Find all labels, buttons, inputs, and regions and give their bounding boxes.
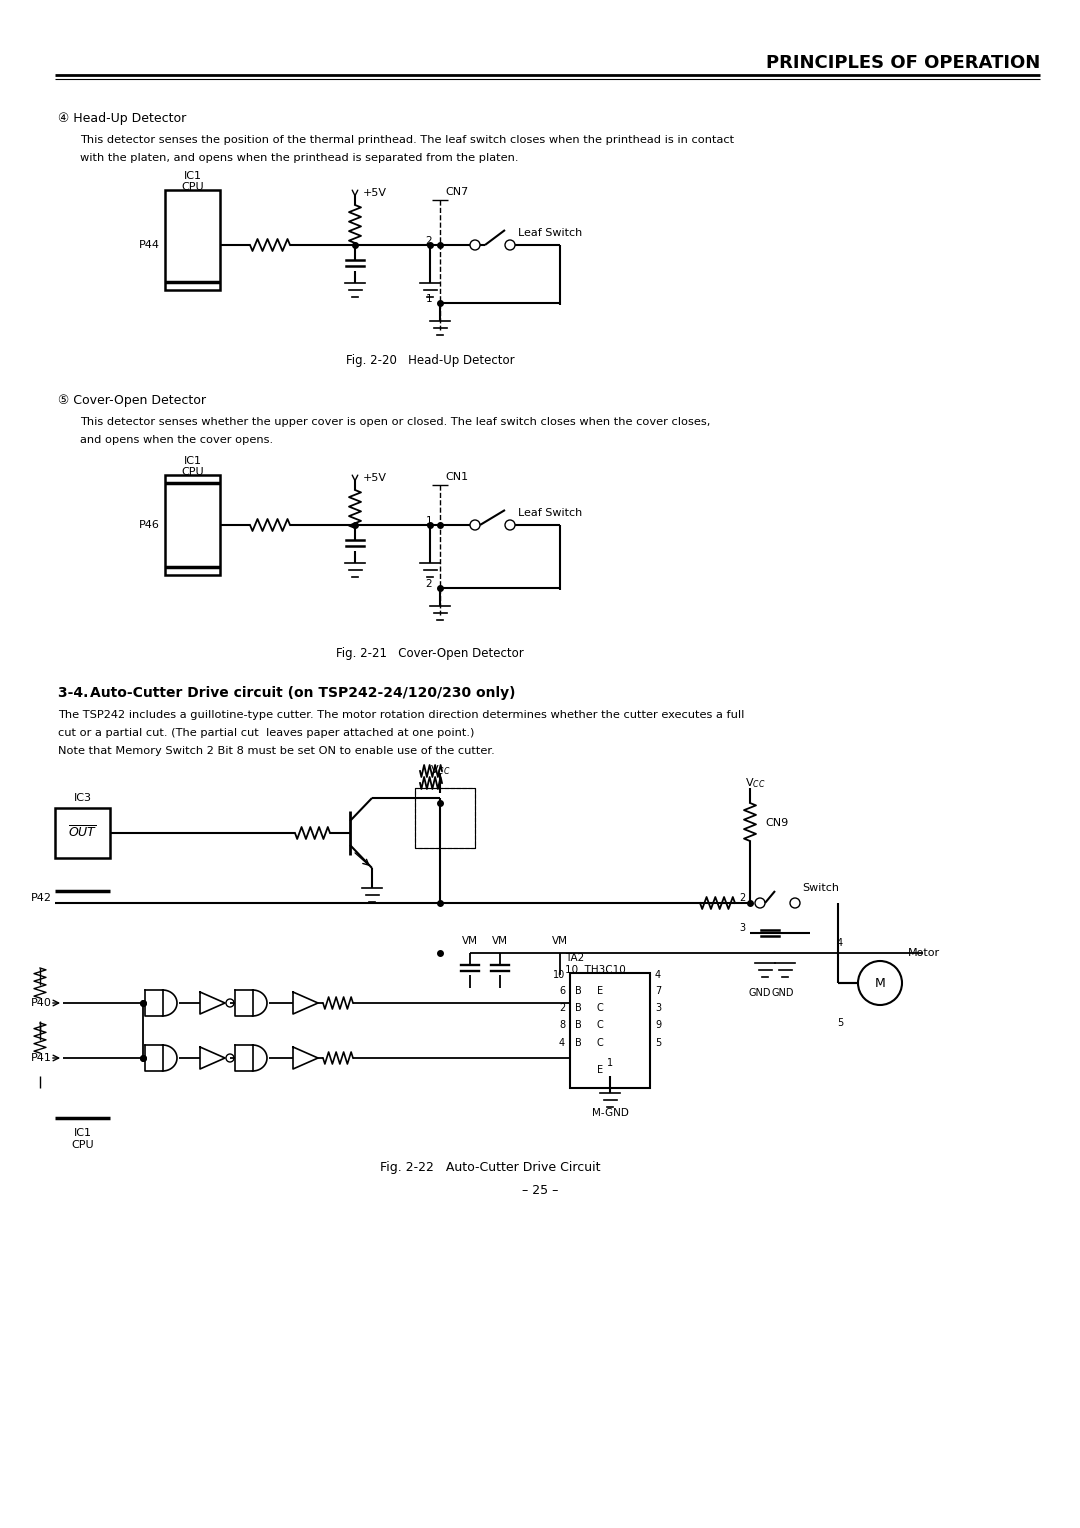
Text: $\overline{OUT}$: $\overline{OUT}$ [68, 825, 97, 840]
Text: – 25 –: – 25 – [522, 1184, 558, 1196]
Text: B: B [575, 986, 581, 996]
Text: 1: 1 [426, 516, 432, 526]
Text: B: B [575, 1021, 581, 1030]
Bar [165, 475, 220, 575]
Text: Fig. 2-21   Cover-Open Detector: Fig. 2-21 Cover-Open Detector [336, 646, 524, 660]
Text: Auto-Cutter Drive circuit (on TSP242-24/120/230 only): Auto-Cutter Drive circuit (on TSP242-24/… [90, 686, 515, 700]
Text: GND: GND [748, 989, 771, 998]
Text: E: E [597, 986, 603, 996]
Bar [415, 788, 475, 848]
Text: B: B [575, 1038, 581, 1048]
Text: 2: 2 [426, 579, 432, 588]
Bar [55, 808, 110, 859]
Text: 2: 2 [426, 235, 432, 246]
Text: This detector senses the position of the thermal printhead. The leaf switch clos: This detector senses the position of the… [80, 134, 734, 145]
Text: P40: P40 [31, 998, 52, 1008]
Text: 4: 4 [558, 1038, 565, 1048]
Text: CN1: CN1 [445, 472, 468, 481]
Text: M-GND: M-GND [592, 1108, 629, 1118]
Text: Leaf Switch: Leaf Switch [518, 228, 582, 238]
Text: TA2: TA2 [565, 953, 584, 963]
Text: +5V: +5V [363, 188, 387, 199]
Text: P44: P44 [139, 240, 160, 251]
Text: V$_{CC}$: V$_{CC}$ [745, 776, 766, 790]
Text: ⑤ Cover-Open Detector: ⑤ Cover-Open Detector [58, 394, 206, 406]
Text: CPU: CPU [181, 468, 204, 477]
Text: VM: VM [552, 937, 568, 946]
Text: 6: 6 [558, 986, 565, 996]
Text: Note that Memory Switch 2 Bit 8 must be set ON to enable use of the cutter.: Note that Memory Switch 2 Bit 8 must be … [58, 746, 495, 756]
Text: VM: VM [462, 937, 478, 946]
Text: and opens when the cover opens.: and opens when the cover opens. [80, 435, 273, 445]
Text: ④ Head-Up Detector: ④ Head-Up Detector [58, 112, 186, 124]
Text: P41: P41 [31, 1053, 52, 1063]
Text: IC1: IC1 [184, 455, 202, 466]
Text: 3: 3 [739, 923, 745, 934]
Text: GND: GND [772, 989, 794, 998]
Text: 7: 7 [654, 986, 661, 996]
Bar [165, 189, 220, 290]
Text: 5: 5 [837, 1018, 843, 1028]
Text: IC1: IC1 [73, 1128, 92, 1138]
Text: The TSP242 includes a guillotine-type cutter. The motor rotation direction deter: The TSP242 includes a guillotine-type cu… [58, 711, 744, 720]
Text: Leaf Switch: Leaf Switch [518, 507, 582, 518]
Text: with the platen, and opens when the printhead is separated from the platen.: with the platen, and opens when the prin… [80, 153, 518, 163]
Text: V$_{CC}$: V$_{CC}$ [430, 762, 450, 776]
Text: 10  TH3C10: 10 TH3C10 [565, 966, 625, 975]
Text: Fig. 2-22   Auto-Cutter Drive Circuit: Fig. 2-22 Auto-Cutter Drive Circuit [380, 1161, 600, 1175]
Text: 2: 2 [558, 1002, 565, 1013]
Text: Motor: Motor [908, 947, 940, 958]
Text: +5V: +5V [363, 474, 387, 483]
Text: CPU: CPU [181, 182, 204, 193]
Text: 1: 1 [607, 1057, 613, 1068]
Text: 3-4.: 3-4. [58, 686, 98, 700]
Text: 9: 9 [654, 1021, 661, 1030]
Text: C: C [596, 1038, 604, 1048]
Text: P42: P42 [31, 892, 52, 903]
Text: cut or a partial cut. (The partial cut  leaves paper attached at one point.): cut or a partial cut. (The partial cut l… [58, 727, 474, 738]
Text: Fig. 2-20   Head-Up Detector: Fig. 2-20 Head-Up Detector [346, 353, 514, 367]
Text: P46: P46 [139, 520, 160, 530]
Text: IC3: IC3 [73, 793, 92, 804]
Text: CPU: CPU [71, 1140, 94, 1151]
Text: C: C [596, 1021, 604, 1030]
Text: 10: 10 [553, 970, 565, 979]
Bar [570, 973, 650, 1088]
Text: VM: VM [492, 937, 508, 946]
Text: E: E [597, 1065, 603, 1076]
Text: 1: 1 [426, 293, 432, 304]
Text: CN9: CN9 [765, 817, 788, 828]
Text: This detector senses whether the upper cover is open or closed. The leaf switch : This detector senses whether the upper c… [80, 417, 711, 426]
Text: CN7: CN7 [445, 186, 469, 197]
Text: PRINCIPLES OF OPERATION: PRINCIPLES OF OPERATION [766, 53, 1040, 72]
Text: M: M [875, 976, 886, 990]
Text: C: C [596, 1002, 604, 1013]
Text: IC1: IC1 [184, 171, 202, 180]
Text: 4: 4 [654, 970, 661, 979]
Text: 8: 8 [558, 1021, 565, 1030]
Text: B: B [575, 1002, 581, 1013]
Text: 5: 5 [654, 1038, 661, 1048]
Text: 3: 3 [654, 1002, 661, 1013]
Text: Switch: Switch [802, 883, 839, 892]
Text: 4: 4 [837, 938, 843, 947]
Text: 2: 2 [739, 892, 745, 903]
